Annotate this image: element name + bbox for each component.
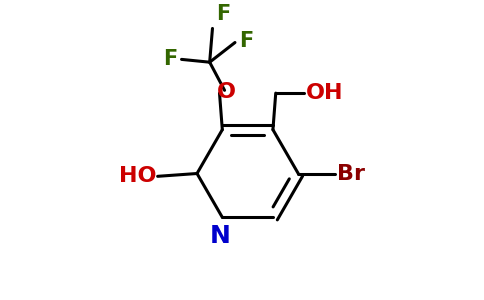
Text: Br: Br: [337, 164, 365, 184]
Text: F: F: [217, 4, 231, 24]
Text: OH: OH: [306, 83, 344, 103]
Text: F: F: [163, 50, 177, 69]
Text: HO: HO: [119, 166, 156, 186]
Text: O: O: [217, 82, 236, 102]
Text: N: N: [210, 224, 230, 248]
Text: F: F: [239, 31, 254, 51]
